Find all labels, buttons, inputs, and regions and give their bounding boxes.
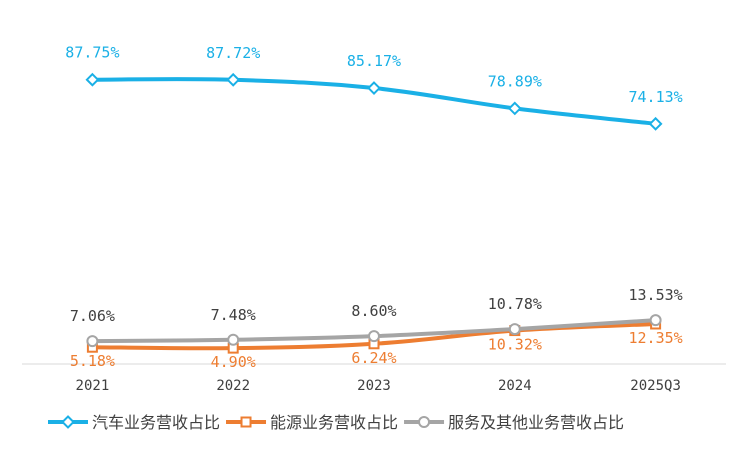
data-label-1-0: 5.18%	[70, 352, 115, 370]
legend-marker-1	[240, 416, 252, 428]
data-label-1-4: 12.35%	[629, 329, 683, 347]
data-point-0-3	[507, 101, 522, 116]
data-label-2-4: 13.53%	[629, 286, 683, 304]
data-point-2-1	[227, 333, 240, 346]
legend-label-2: 服务及其他业务营收占比	[448, 413, 624, 432]
data-labels: 87.75% 87.72% 85.17% 78.89% 74.13% 5.18% 4.90%…	[65, 44, 682, 371]
data-label-0-1: 87.72%	[206, 44, 260, 62]
data-label-0-4: 74.13%	[629, 88, 683, 106]
data-point-0-1	[226, 72, 241, 87]
data-point-2-3	[508, 323, 521, 336]
legend-item-2: 服务及其他业务营收占比	[404, 413, 624, 432]
legend: 汽车业务营收占比 能源业务营收占比 服务及其他业务营收占比	[48, 413, 624, 432]
legend-label-1: 能源业务营收占比	[270, 413, 398, 432]
legend-marker-0	[61, 415, 75, 429]
data-label-1-1: 4.90%	[211, 353, 256, 371]
x-tick-label: 2022	[216, 378, 250, 394]
x-axis-ticks: 2021 2022 2023 2024 2025Q3	[76, 378, 681, 394]
data-point-2-2	[368, 330, 380, 343]
legend-label-0: 汽车业务营收占比	[92, 413, 220, 432]
data-label-1-2: 6.24%	[351, 349, 396, 367]
data-point-2-4	[649, 314, 662, 327]
data-label-1-3: 10.32%	[488, 336, 542, 354]
data-label-2-0: 7.06%	[70, 307, 115, 325]
data-point-0-2	[367, 81, 381, 95]
x-tick-label: 2021	[76, 378, 110, 394]
legend-marker-2	[418, 416, 431, 428]
data-point-2-0	[86, 335, 99, 348]
data-label-2-2: 8.60%	[351, 302, 396, 320]
data-point-0-4	[648, 116, 663, 131]
data-point-0-0	[85, 72, 100, 87]
data-label-0-2: 85.17%	[347, 52, 401, 70]
data-label-0-0: 87.75%	[65, 44, 119, 62]
data-label-0-3: 78.89%	[488, 72, 542, 90]
legend-item-1: 能源业务营收占比	[226, 413, 398, 432]
data-label-2-3: 10.78%	[488, 295, 542, 313]
series-2	[86, 314, 662, 348]
series-0	[85, 72, 663, 131]
x-tick-label: 2023	[357, 378, 391, 394]
x-tick-label: 2025Q3	[630, 378, 681, 394]
x-tick-label: 2024	[498, 378, 532, 394]
legend-item-0: 汽车业务营收占比	[48, 413, 220, 432]
data-label-2-1: 7.48%	[211, 306, 256, 324]
series-layer	[85, 72, 663, 354]
